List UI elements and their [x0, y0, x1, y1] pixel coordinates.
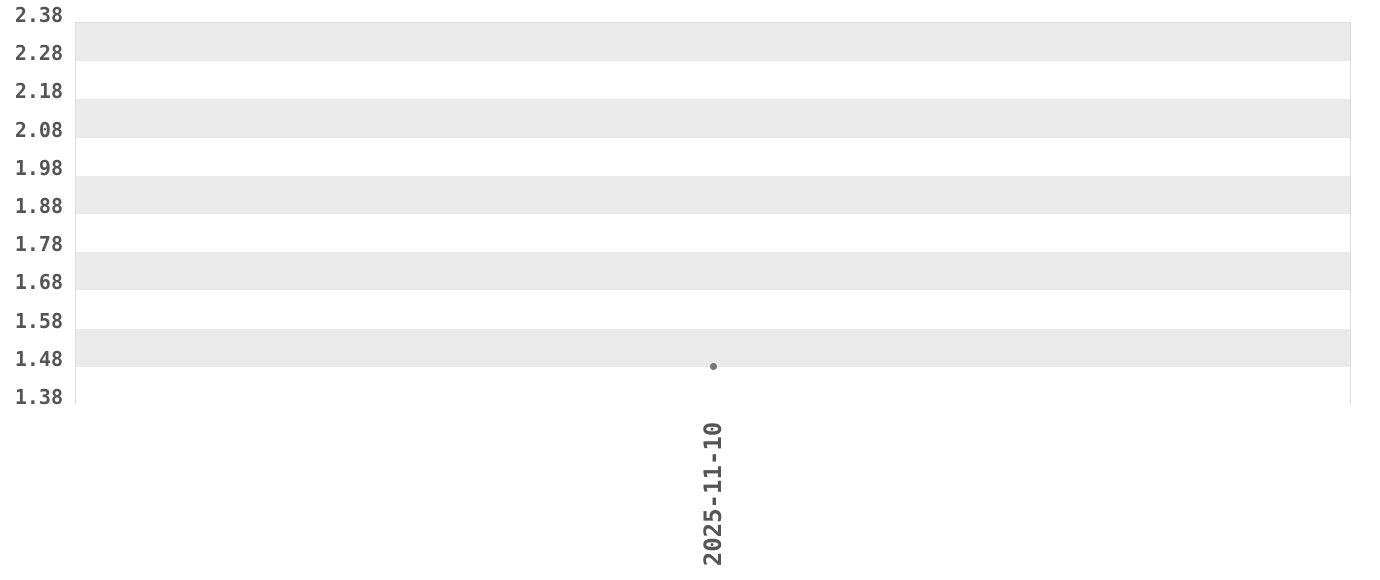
grid-band	[76, 23, 1350, 62]
y-tick-label: 1.78	[14, 232, 63, 257]
grid-band	[76, 61, 1350, 100]
y-tick-label: 1.98	[14, 155, 63, 180]
grid-band	[76, 137, 1350, 176]
y-tick-label: 1.68	[14, 270, 63, 295]
plot-area	[75, 22, 1351, 405]
y-tick-label: 1.48	[14, 346, 63, 371]
y-axis: 2.38 2.28 2.18 2.08 1.98 1.88 1.78 1.68 1.58 1.48…	[0, 0, 63, 420]
y-tick-label: 1.58	[14, 308, 63, 333]
grid-band	[76, 366, 1350, 405]
grid-band	[76, 290, 1350, 329]
y-tick-label: 1.88	[14, 194, 63, 218]
grid-band	[76, 214, 1350, 253]
grid-band	[76, 175, 1350, 214]
y-tick-label: 2.18	[14, 79, 63, 104]
grid-band	[76, 328, 1350, 367]
y-tick-label: 2.38	[14, 3, 63, 27]
grid-band	[76, 99, 1350, 138]
y-tick-label: 2.08	[14, 117, 63, 142]
data-point	[709, 363, 717, 371]
x-tick-label: 2025-11-10	[699, 421, 727, 567]
y-tick-label: 2.28	[14, 41, 63, 66]
y-tick-label: 1.38	[14, 385, 63, 409]
grid-band	[76, 252, 1350, 291]
